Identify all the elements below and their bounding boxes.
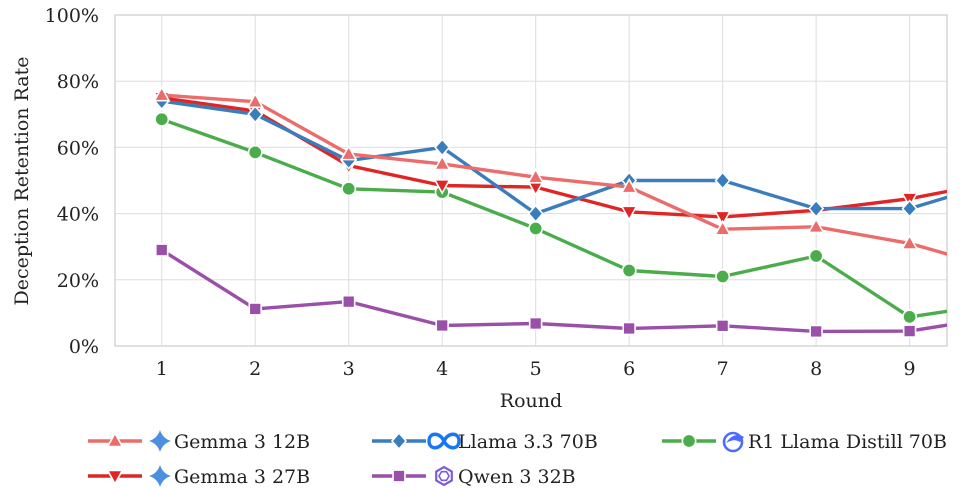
x-tick-label: 9 <box>904 358 916 380</box>
data-point <box>807 217 825 234</box>
series-layer <box>153 85 947 339</box>
gemma-sparkle-icon <box>149 430 171 452</box>
data-point <box>433 154 451 171</box>
x-tick-label: 1 <box>156 358 168 380</box>
data-point <box>247 144 263 160</box>
data-point <box>528 221 544 236</box>
legend-label: Gemma 3 12B <box>174 431 310 453</box>
legend-entry: R1 Llama Distill 70B <box>662 431 947 453</box>
y-tick-label: 100% <box>45 5 99 27</box>
series-line <box>161 117 947 319</box>
x-tick-labels: 1 2 3 4 5 6 7 8 9 <box>156 358 916 380</box>
x-tick-label: 4 <box>436 358 448 380</box>
legend: Gemma 3 12B Llama 3.3 70B R1 Llama Distill… <box>88 430 947 488</box>
data-point <box>808 248 824 264</box>
series-qwen-3-32b <box>154 243 947 339</box>
data-point <box>900 234 919 250</box>
meta-infinity-icon <box>427 432 461 450</box>
data-point <box>341 181 357 197</box>
legend-entry: Qwen 3 32B <box>372 465 576 488</box>
plot-area-border <box>114 14 948 347</box>
data-point <box>435 318 449 333</box>
data-point <box>621 263 637 278</box>
data-point <box>341 294 356 309</box>
data-point <box>248 302 262 316</box>
data-point <box>153 85 171 102</box>
x-axis-label: Round <box>500 390 562 412</box>
series-line <box>161 99 947 216</box>
legend-label: Qwen 3 32B <box>458 466 576 488</box>
legend-label: Gemma 3 27B <box>174 466 310 488</box>
data-point <box>902 324 917 338</box>
data-point <box>620 177 638 194</box>
data-point <box>340 144 358 161</box>
data-point <box>434 138 451 157</box>
series-r1-llama-distill-70b <box>154 111 947 325</box>
data-point <box>154 243 169 257</box>
data-point <box>247 105 264 124</box>
data-point <box>622 321 636 336</box>
data-point <box>713 210 732 227</box>
data-point <box>809 324 823 339</box>
data-point <box>433 179 451 195</box>
data-point <box>902 309 918 325</box>
data-point <box>901 199 918 218</box>
x-tick-label: 6 <box>623 358 635 380</box>
legend-marker <box>106 431 124 448</box>
x-tick-label: 5 <box>530 358 542 380</box>
legend-entry: Gemma 3 12B <box>88 430 310 453</box>
x-tick-label: 2 <box>249 358 261 380</box>
legend-entry: Llama 3.3 70B <box>372 431 598 453</box>
legend-marker <box>681 433 697 449</box>
y-tick-label: 80% <box>57 71 99 93</box>
x-tick-label: 3 <box>343 358 355 380</box>
data-point <box>715 319 730 333</box>
data-point <box>526 167 545 184</box>
gemma-sparkle-icon <box>149 465 171 487</box>
qwen-logo-icon <box>435 465 453 487</box>
deepseek-whale-icon <box>722 431 744 453</box>
data-point <box>808 199 825 218</box>
series-gemma-3-12b <box>153 85 947 256</box>
data-point <box>154 111 170 127</box>
data-point <box>527 204 544 223</box>
y-axis-label: Deception Retention Rate <box>11 57 33 306</box>
series-line <box>160 248 947 334</box>
legend-entry: Gemma 3 27B <box>88 465 310 488</box>
y-tick-label: 0% <box>69 336 99 358</box>
legend-marker <box>392 469 406 483</box>
data-point <box>246 92 264 109</box>
x-tick-label: 8 <box>810 358 822 380</box>
data-point <box>528 316 543 331</box>
y-tick-label: 20% <box>57 270 99 292</box>
y-tick-label: 40% <box>57 204 99 226</box>
data-point <box>714 171 731 190</box>
legend-marker <box>390 431 408 451</box>
y-tick-label: 60% <box>57 137 99 159</box>
data-point <box>620 205 638 222</box>
data-point <box>713 219 732 236</box>
legend-label: Llama 3.3 70B <box>458 431 598 453</box>
series-line <box>161 93 947 256</box>
legend-label: R1 Llama Distill 70B <box>748 431 947 453</box>
x-tick-label: 7 <box>717 358 729 380</box>
data-point <box>715 269 731 284</box>
y-tick-labels: 0% 20% 40% 60% 80% 100% <box>45 5 99 358</box>
legend-marker <box>106 469 124 486</box>
